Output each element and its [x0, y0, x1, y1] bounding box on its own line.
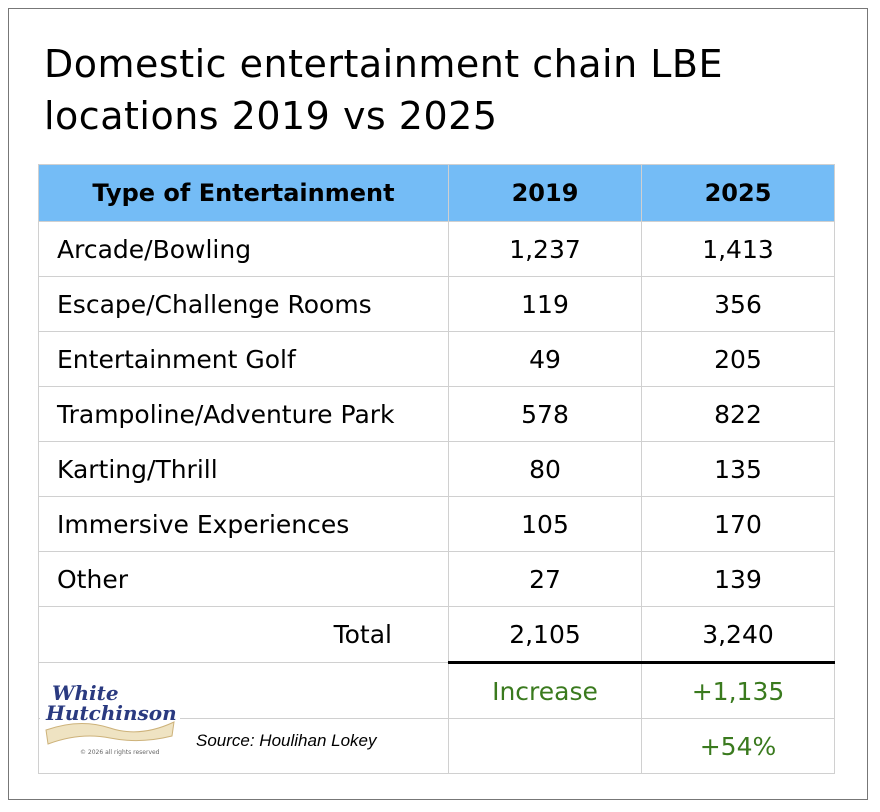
- white-hutchinson-logo: White Hutchinson © 2026 all rights reser…: [40, 678, 180, 758]
- type-cell: Escape/Challenge Rooms: [38, 276, 449, 332]
- total-row: Total 2,105 3,240: [38, 606, 835, 663]
- table-row: Other 27 139: [38, 551, 835, 607]
- value-2025: 205: [641, 331, 835, 387]
- type-cell: Trampoline/Adventure Park: [38, 386, 449, 442]
- header-2019: 2019: [448, 164, 642, 222]
- table-row: Arcade/Bowling 1,237 1,413: [38, 221, 835, 277]
- type-cell: Entertainment Golf: [38, 331, 449, 387]
- value-2019: 49: [448, 331, 642, 387]
- svg-text:Hutchinson: Hutchinson: [45, 701, 177, 725]
- svg-text:White: White: [52, 681, 119, 705]
- value-2025: 1,413: [641, 221, 835, 277]
- type-cell: Karting/Thrill: [38, 441, 449, 497]
- frame: [8, 8, 868, 800]
- value-2019: 119: [448, 276, 642, 332]
- value-2025: 135: [641, 441, 835, 497]
- total-2019: 2,105: [448, 606, 642, 663]
- type-cell: Immersive Experiences: [38, 496, 449, 552]
- source-note: Source: Houlihan Lokey: [196, 731, 377, 750]
- svg-text:© 2026 all rights reserved: © 2026 all rights reserved: [80, 749, 160, 756]
- value-2025: 356: [641, 276, 835, 332]
- type-cell: Arcade/Bowling: [38, 221, 449, 277]
- table-row: Immersive Experiences 105 170: [38, 496, 835, 552]
- locations-table: Type of Entertainment 2019 2025 Arcade/B…: [38, 164, 835, 774]
- value-2025: 170: [641, 496, 835, 552]
- table-row: Entertainment Golf 49 205: [38, 331, 835, 387]
- page-title: Domestic entertainment chain LBE locatio…: [44, 42, 724, 138]
- total-label: Total: [38, 606, 449, 663]
- type-cell: Other: [38, 551, 449, 607]
- value-2019: 105: [448, 496, 642, 552]
- increase-percent: +54%: [641, 718, 835, 774]
- increase-value: +1,135: [641, 661, 835, 719]
- value-2025: 822: [641, 386, 835, 442]
- header-2025: 2025: [641, 164, 835, 222]
- table-row: Trampoline/Adventure Park 578 822: [38, 386, 835, 442]
- increase-label: Increase: [448, 661, 642, 719]
- table-header-row: Type of Entertainment 2019 2025: [38, 164, 835, 222]
- value-2019: 578: [448, 386, 642, 442]
- table-row: Escape/Challenge Rooms 119 356: [38, 276, 835, 332]
- total-2025: 3,240: [641, 606, 835, 663]
- value-2019: 80: [448, 441, 642, 497]
- value-2019: 27: [448, 551, 642, 607]
- value-2019: 1,237: [448, 221, 642, 277]
- value-2025: 139: [641, 551, 835, 607]
- header-type: Type of Entertainment: [38, 164, 449, 222]
- table-row: Karting/Thrill 80 135: [38, 441, 835, 497]
